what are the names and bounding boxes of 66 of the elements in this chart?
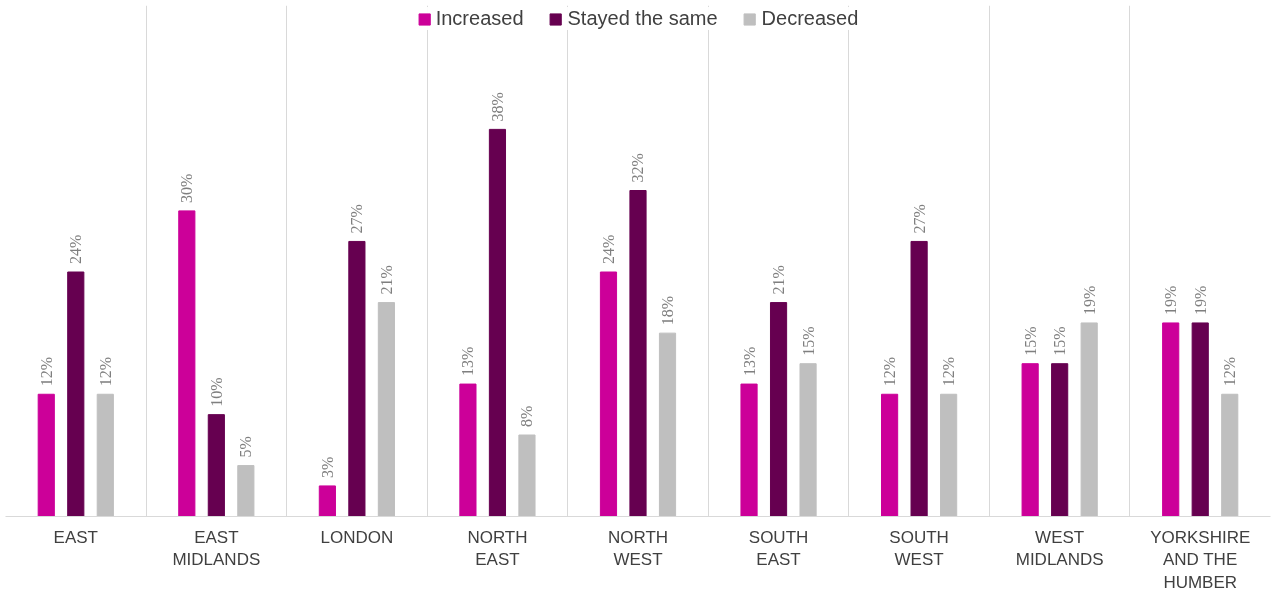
data-label: 5%: [237, 436, 255, 458]
bar: [518, 434, 536, 517]
data-label: 10%: [207, 377, 225, 407]
bar: [207, 414, 225, 517]
bar: [377, 302, 395, 517]
bar: [1191, 322, 1209, 517]
data-label: 8%: [518, 405, 536, 427]
x-tick-label: EAST: [53, 527, 98, 547]
data-label: 15%: [1021, 326, 1039, 356]
x-tick-label: NORTH WEST: [607, 527, 669, 570]
data-label: 13%: [740, 346, 758, 377]
bar: [629, 190, 647, 517]
data-label: 19%: [1080, 285, 1098, 315]
data-label: 24%: [599, 234, 617, 264]
data-label: 19%: [1191, 285, 1209, 315]
data-label: 38%: [488, 92, 506, 122]
bar: [599, 271, 618, 517]
bar: [488, 128, 507, 517]
data-label: 19%: [1162, 285, 1180, 315]
bar: [459, 383, 477, 517]
data-label: 15%: [799, 326, 817, 356]
x-tick-label: WEST MIDLANDS: [1015, 527, 1104, 570]
data-label: 12%: [96, 356, 114, 387]
legend-label: Decreased: [761, 7, 859, 30]
data-label: 12%: [1221, 356, 1239, 387]
bar: [799, 363, 817, 517]
data-label: 12%: [37, 356, 55, 387]
data-label: 3%: [318, 456, 336, 478]
x-tick-label: LONDON: [320, 527, 394, 547]
bar: [67, 271, 85, 517]
bar: [740, 383, 758, 517]
data-label: 18%: [659, 295, 677, 326]
bar: [940, 393, 958, 517]
data-label: 30%: [178, 173, 196, 203]
data-label: 32%: [629, 153, 647, 183]
bar: [910, 240, 928, 517]
data-label: 27%: [348, 204, 366, 234]
x-tick-label: SOUTH EAST: [748, 527, 809, 570]
legend-label: Stayed the same: [567, 7, 718, 30]
x-tick-label: YORKSHIRE AND THE HUMBER: [1150, 527, 1251, 593]
bar: [658, 332, 677, 517]
bar: [96, 393, 114, 517]
bar: [1221, 393, 1239, 517]
bar: [237, 465, 255, 517]
bar: [881, 393, 899, 517]
data-label: 12%: [881, 356, 899, 387]
bar: [348, 240, 366, 517]
data-label: 13%: [459, 346, 477, 377]
x-tick-label: SOUTH WEST: [889, 527, 949, 570]
data-label: 15%: [1051, 326, 1069, 356]
bar: [37, 393, 55, 517]
data-label: 27%: [910, 204, 928, 234]
legend-label: Increased: [435, 7, 524, 30]
data-label: 21%: [377, 265, 395, 295]
data-label: 21%: [770, 265, 788, 295]
bar: [1021, 363, 1039, 517]
bar: [178, 210, 196, 517]
x-tick-label: EAST MIDLANDS: [172, 527, 261, 570]
bar: [1080, 322, 1098, 517]
data-label: 12%: [940, 356, 958, 387]
bar: [1051, 363, 1069, 517]
bar: [318, 485, 336, 517]
bar: [769, 302, 788, 517]
x-tick-label: NORTH EAST: [467, 527, 528, 570]
data-label: 24%: [67, 234, 85, 264]
bar: [1162, 322, 1180, 517]
